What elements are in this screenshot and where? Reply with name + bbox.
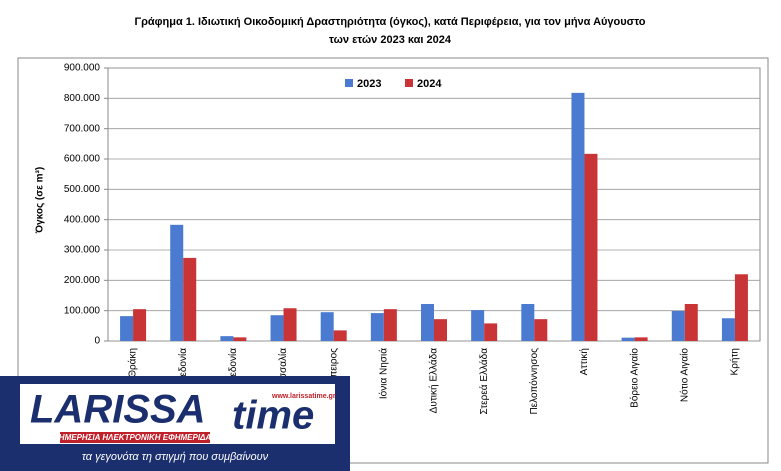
x-tick-label: Στερεά Ελλάδα — [478, 348, 490, 415]
legend-label: 2024 — [417, 78, 442, 90]
bar — [133, 309, 147, 341]
y-tick-label: 600.000 — [64, 154, 101, 165]
bar — [521, 303, 535, 341]
y-tick-label: 900.000 — [64, 63, 101, 74]
bar — [333, 330, 347, 341]
y-tick-label: 300.000 — [64, 245, 101, 256]
bar — [283, 308, 297, 341]
y-tick-label: 500.000 — [64, 184, 101, 195]
logo-overlay: LARISSA time www.larissatime.gr ΗΜΕΡΗΣΙΑ… — [0, 376, 350, 471]
y-tick-label: 0 — [94, 336, 100, 347]
y-tick-label: 800.000 — [64, 93, 101, 104]
bar — [671, 310, 685, 341]
logo-url: www.larissatime.gr — [271, 393, 336, 400]
bar — [421, 303, 434, 341]
bar — [233, 337, 247, 341]
bar — [534, 319, 548, 341]
logo-brand: LARISSA — [30, 388, 206, 432]
bar — [220, 336, 234, 341]
bar — [120, 316, 134, 341]
bar — [471, 310, 485, 341]
bar — [170, 224, 184, 341]
y-tick-label: 100.000 — [64, 305, 101, 316]
logo-tagline: ΗΜΕΡΗΣΙΑ ΗΛΕΚΤΡΟΝΙΚΗ ΕΦΗΜΕΡΙΔΑ — [59, 433, 212, 442]
bar — [571, 92, 585, 341]
bar — [383, 309, 397, 341]
x-tick-label: Δυτική Ελλάδα — [428, 348, 440, 414]
bar — [734, 274, 748, 341]
bar — [584, 153, 598, 341]
bar — [621, 337, 635, 341]
logo-tagline-bg — [60, 432, 210, 443]
x-tick-label: Ήπειρος — [328, 348, 339, 387]
bar — [634, 337, 648, 341]
y-axis-label: Όγκος (σε m³) — [35, 167, 46, 234]
bar — [320, 312, 334, 341]
logo-brand-suffix: time — [232, 394, 314, 438]
bar — [183, 257, 197, 341]
y-tick-label: 700.000 — [64, 123, 101, 134]
legend-swatch — [345, 79, 353, 87]
x-tick-label: Πελοπόννησος — [528, 348, 540, 415]
x-tick-label: Κρήτη — [729, 348, 741, 375]
legend-swatch — [405, 79, 413, 87]
bar — [434, 319, 447, 341]
chart-title: Γράφημα 1. Ιδιωτική Οικοδομική Δραστηριό… — [134, 16, 645, 28]
bar — [684, 303, 698, 341]
y-tick-label: 400.000 — [64, 214, 101, 225]
bar — [270, 315, 284, 341]
y-tick-label: 200.000 — [64, 275, 101, 286]
bar — [484, 323, 498, 341]
bar — [370, 313, 384, 341]
x-tick-label: Αττική — [578, 348, 590, 375]
bar — [721, 318, 735, 341]
x-tick-label: Νότιο Αιγαίο — [678, 348, 690, 402]
legend-label: 2023 — [357, 78, 381, 90]
x-tick-label: Ιόνια Νησιά — [377, 348, 389, 399]
x-tick-label: Βόρειο Αιγαίο — [628, 348, 640, 408]
chart-subtitle: των ετών 2023 και 2024 — [329, 34, 452, 46]
logo-slogan: τα γεγονότα τη στιγμή που συμβαίνουν — [82, 451, 269, 463]
